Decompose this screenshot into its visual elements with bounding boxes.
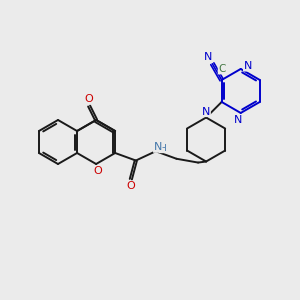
Text: O: O bbox=[127, 181, 135, 191]
Text: N: N bbox=[154, 142, 162, 152]
Text: N: N bbox=[204, 52, 212, 62]
Text: N: N bbox=[244, 61, 252, 71]
Text: O: O bbox=[94, 166, 103, 176]
Text: O: O bbox=[85, 94, 94, 104]
Text: C: C bbox=[218, 64, 226, 74]
Text: N: N bbox=[233, 115, 242, 125]
Text: N: N bbox=[202, 106, 210, 116]
Text: H: H bbox=[159, 144, 166, 153]
